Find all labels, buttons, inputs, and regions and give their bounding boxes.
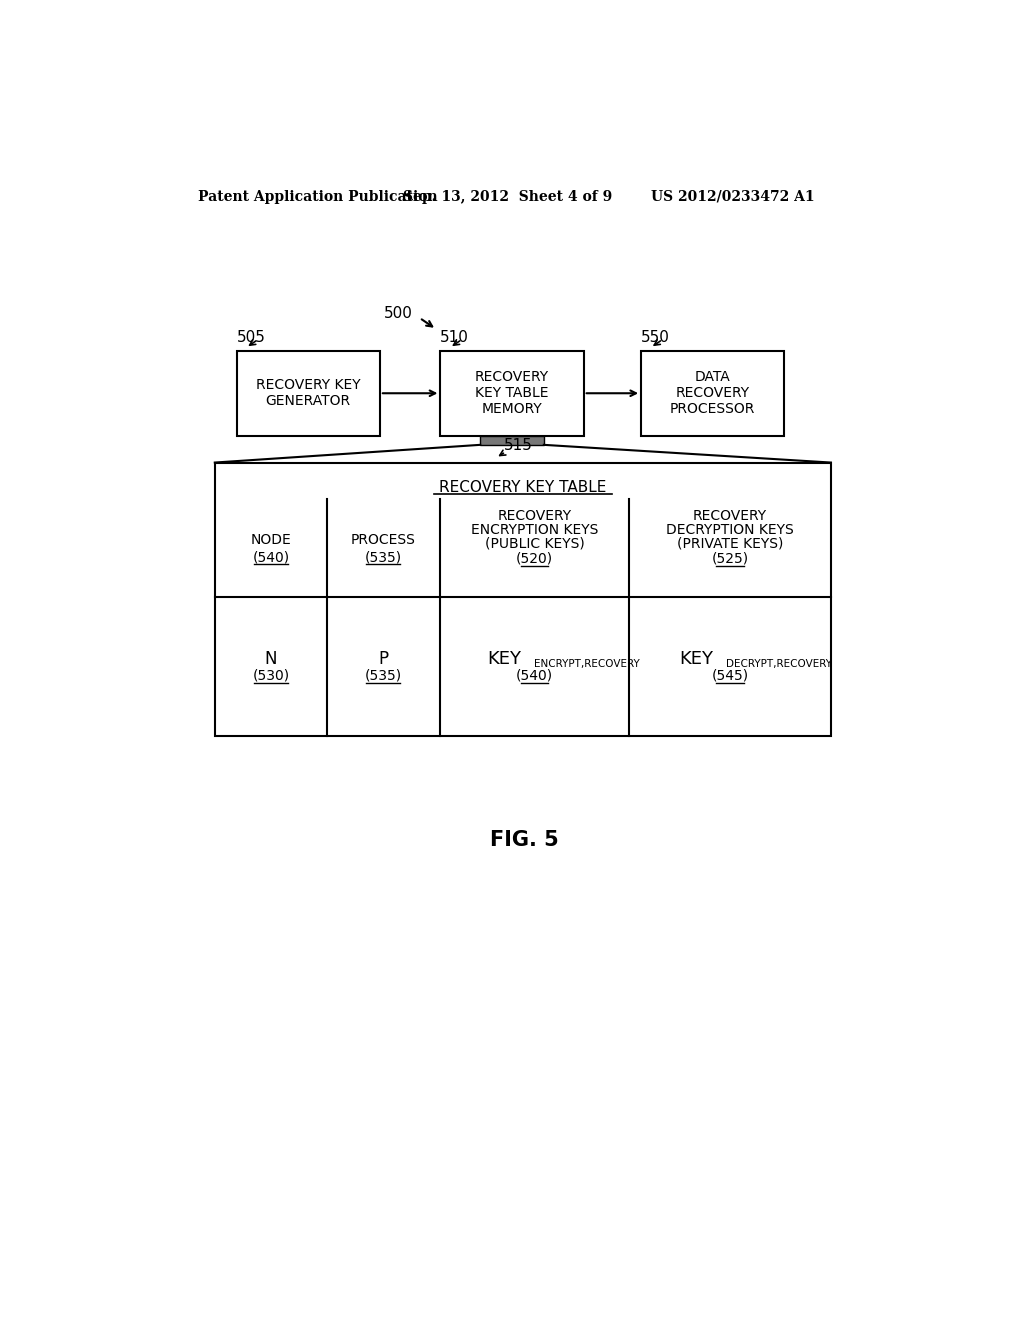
FancyBboxPatch shape: [237, 351, 380, 436]
Text: PROCESS: PROCESS: [351, 533, 416, 548]
FancyBboxPatch shape: [215, 462, 830, 737]
Text: FIG. 5: FIG. 5: [490, 830, 559, 850]
Text: P: P: [378, 649, 388, 668]
Text: ENCRYPT,RECOVERY: ENCRYPT,RECOVERY: [535, 659, 640, 669]
Text: US 2012/0233472 A1: US 2012/0233472 A1: [651, 190, 815, 203]
Text: (535): (535): [365, 550, 402, 564]
Text: ENCRYPTION KEYS: ENCRYPTION KEYS: [471, 523, 598, 536]
Text: (PUBLIC KEYS): (PUBLIC KEYS): [484, 536, 585, 550]
Text: Patent Application Publication: Patent Application Publication: [198, 190, 437, 203]
Text: 510: 510: [440, 330, 469, 345]
Text: KEY: KEY: [487, 649, 521, 668]
Text: RECOVERY: RECOVERY: [693, 508, 767, 523]
Text: RECOVERY
KEY TABLE
MEMORY: RECOVERY KEY TABLE MEMORY: [475, 370, 549, 416]
Text: NODE: NODE: [251, 533, 292, 548]
Text: KEY: KEY: [679, 649, 713, 668]
Text: DECRYPTION KEYS: DECRYPTION KEYS: [667, 523, 794, 536]
Text: (520): (520): [516, 552, 553, 566]
Text: (525): (525): [712, 552, 749, 566]
FancyBboxPatch shape: [440, 351, 584, 436]
Text: 505: 505: [237, 330, 265, 345]
Text: (535): (535): [365, 669, 402, 682]
Text: 500: 500: [384, 306, 414, 322]
Text: (PRIVATE KEYS): (PRIVATE KEYS): [677, 536, 783, 550]
Text: 550: 550: [641, 330, 670, 345]
Text: 515: 515: [504, 438, 532, 453]
FancyBboxPatch shape: [480, 436, 544, 445]
Text: DATA
RECOVERY
PROCESSOR: DATA RECOVERY PROCESSOR: [670, 370, 756, 416]
Text: DECRYPT,RECOVERY: DECRYPT,RECOVERY: [726, 659, 833, 669]
Text: RECOVERY: RECOVERY: [498, 508, 571, 523]
Text: RECOVERY KEY TABLE: RECOVERY KEY TABLE: [439, 479, 606, 495]
Text: Sep. 13, 2012  Sheet 4 of 9: Sep. 13, 2012 Sheet 4 of 9: [403, 190, 612, 203]
FancyBboxPatch shape: [641, 351, 784, 436]
Text: RECOVERY KEY
GENERATOR: RECOVERY KEY GENERATOR: [256, 378, 360, 408]
Text: (530): (530): [253, 669, 290, 682]
Text: (540): (540): [253, 550, 290, 564]
Text: (540): (540): [516, 669, 553, 682]
Text: N: N: [265, 649, 278, 668]
Text: (545): (545): [712, 669, 749, 682]
